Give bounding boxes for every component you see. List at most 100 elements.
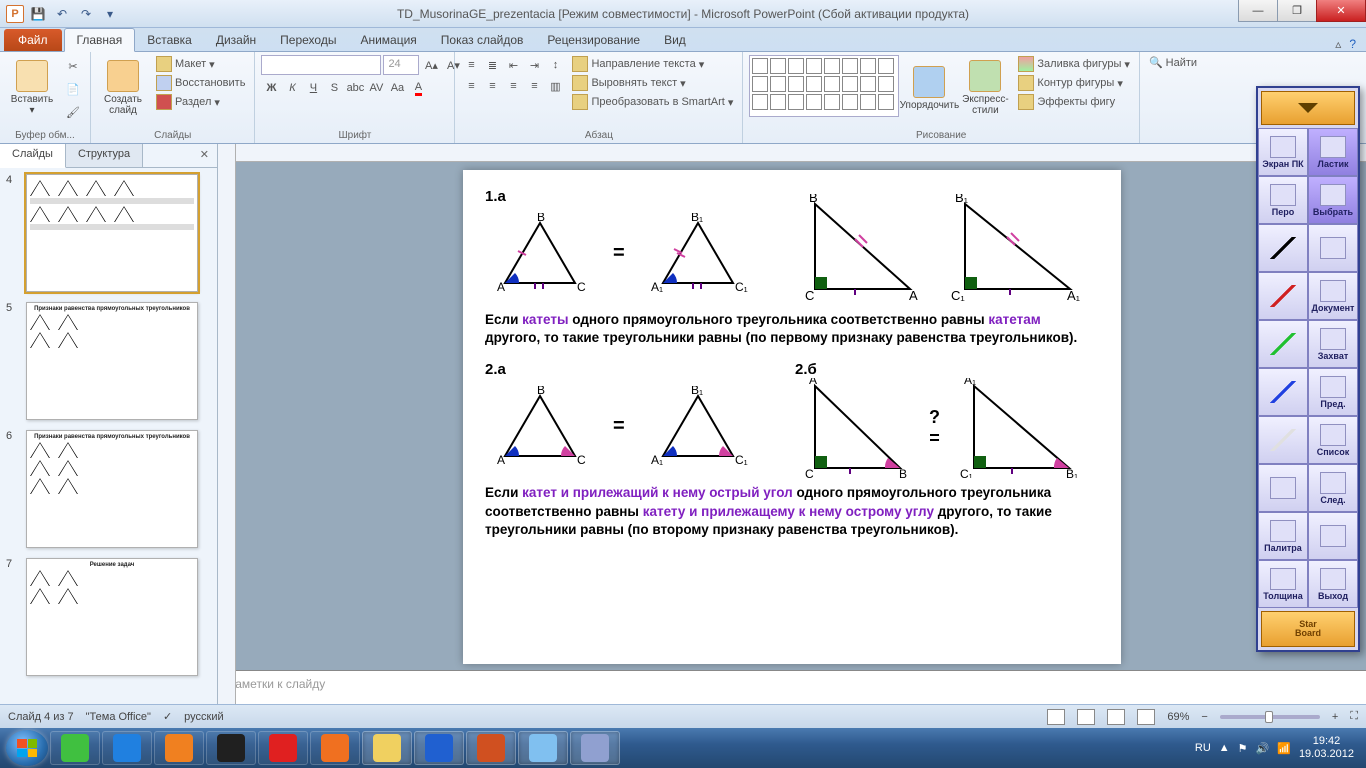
font-family-combo[interactable]	[261, 55, 381, 75]
undo-icon[interactable]: ↶	[52, 4, 72, 24]
shadow-icon[interactable]: abc	[345, 78, 365, 98]
sb-tool-5-0[interactable]	[1258, 368, 1308, 416]
side-close-icon[interactable]: ✕	[192, 144, 217, 167]
tray-volume-icon[interactable]: 🔊	[1256, 742, 1270, 755]
taskbar-app-powerpoint[interactable]	[466, 731, 516, 765]
starboard-palette[interactable]: Экран ПКЛастикПероВыбратьДокументЗахватП…	[1256, 86, 1360, 652]
new-slide-button[interactable]: Создать слайд	[97, 55, 149, 121]
start-button[interactable]	[6, 730, 48, 766]
tab-design[interactable]: Дизайн	[204, 29, 268, 51]
grow-font-icon[interactable]: A▴	[421, 55, 441, 75]
view-normal-icon[interactable]	[1047, 709, 1065, 725]
sb-tool-7-1[interactable]: След.	[1308, 464, 1358, 512]
view-sorter-icon[interactable]	[1077, 709, 1095, 725]
reset-button[interactable]: Восстановить	[153, 74, 248, 92]
italic-icon[interactable]: К	[282, 78, 302, 98]
sb-tool-8-1[interactable]	[1308, 512, 1358, 560]
zoom-in-icon[interactable]: +	[1332, 711, 1338, 723]
thumb-5[interactable]: 5 Признаки равенства прямоугольных треуг…	[6, 302, 211, 420]
tray-clock[interactable]: 19:4219.03.2012	[1299, 735, 1360, 761]
taskbar-app-explorer[interactable]	[362, 731, 412, 765]
sb-tool-7-0[interactable]	[1258, 464, 1308, 512]
sb-tool-6-0[interactable]	[1258, 416, 1308, 464]
sb-tool-9-0[interactable]: Толщина	[1258, 560, 1308, 608]
zoom-slider[interactable]	[1220, 715, 1320, 719]
sb-tool-6-1[interactable]: Список	[1308, 416, 1358, 464]
layout-button[interactable]: Макет ▾	[153, 55, 248, 73]
sb-tool-1-0[interactable]: Перо	[1258, 176, 1308, 224]
maximize-button[interactable]: ❐	[1277, 0, 1317, 22]
font-color-icon[interactable]: A	[408, 78, 428, 98]
align-left-icon[interactable]: ≡	[461, 76, 481, 96]
sb-tool-3-0[interactable]	[1258, 272, 1308, 320]
tab-review[interactable]: Рецензирование	[535, 29, 652, 51]
indent-dec-icon[interactable]: ⇤	[503, 55, 523, 75]
side-tab-outline[interactable]: Структура	[66, 144, 143, 167]
strike-icon[interactable]: S	[324, 78, 344, 98]
shapes-gallery[interactable]	[749, 55, 899, 117]
sb-tool-2-1[interactable]	[1308, 224, 1358, 272]
fit-icon[interactable]: ⛶	[1350, 710, 1358, 723]
redo-icon[interactable]: ↷	[76, 4, 96, 24]
minimize-button[interactable]: —	[1238, 0, 1278, 22]
shape-fill-button[interactable]: Заливка фигуры ▾	[1015, 55, 1133, 73]
status-lang[interactable]: русский	[184, 711, 223, 723]
thumb-7[interactable]: 7 Решение задач	[6, 558, 211, 676]
notes-pane[interactable]: Заметки к слайду	[218, 670, 1366, 704]
taskbar-app-icq[interactable]	[50, 731, 100, 765]
underline-icon[interactable]: Ч	[303, 78, 323, 98]
tray-action-icon[interactable]: ⚑	[1238, 742, 1248, 755]
tab-home[interactable]: Главная	[64, 28, 136, 52]
bullets-icon[interactable]: ≡	[461, 55, 481, 75]
tray-flag-icon[interactable]: ▲	[1219, 742, 1230, 754]
sb-logo[interactable]: Star Board	[1261, 611, 1355, 647]
numbering-icon[interactable]: ≣	[482, 55, 502, 75]
smartart-button[interactable]: Преобразовать в SmartArt ▾	[569, 93, 736, 111]
qat-more-icon[interactable]: ▾	[100, 4, 120, 24]
taskbar-app-wmp[interactable]	[154, 731, 204, 765]
close-button[interactable]: ✕	[1316, 0, 1366, 22]
tab-transitions[interactable]: Переходы	[268, 29, 348, 51]
taskbar-app-starboard[interactable]	[570, 731, 620, 765]
cut-icon[interactable]: ✂	[62, 55, 84, 77]
shape-outline-button[interactable]: Контур фигуры ▾	[1015, 74, 1133, 92]
slide-canvas[interactable]: 1.а АВС =	[463, 170, 1121, 664]
sb-tool-8-0[interactable]: Палитра	[1258, 512, 1308, 560]
text-direction-button[interactable]: Направление текста ▾	[569, 55, 736, 73]
columns-icon[interactable]: ▥	[545, 76, 565, 96]
sb-collapse-top[interactable]	[1261, 91, 1355, 125]
shape-effects-button[interactable]: Эффекты фигу	[1015, 93, 1133, 111]
view-reading-icon[interactable]	[1107, 709, 1125, 725]
tray-lang[interactable]: RU	[1195, 742, 1211, 754]
taskbar-app-paint[interactable]	[518, 731, 568, 765]
thumb-6[interactable]: 6 Признаки равенства прямоугольных треуг…	[6, 430, 211, 548]
tab-slideshow[interactable]: Показ слайдов	[429, 29, 536, 51]
sb-tool-3-1[interactable]: Документ	[1308, 272, 1358, 320]
bold-icon[interactable]: Ж	[261, 78, 281, 98]
align-text-button[interactable]: Выровнять текст ▾	[569, 74, 736, 92]
taskbar-app-app[interactable]	[206, 731, 256, 765]
spacing-icon[interactable]: AV	[366, 78, 386, 98]
thumb-4[interactable]: 4	[6, 174, 211, 292]
align-right-icon[interactable]: ≡	[503, 76, 523, 96]
zoom-out-icon[interactable]: −	[1201, 711, 1207, 723]
arrange-button[interactable]: Упорядочить	[903, 55, 955, 121]
tab-view[interactable]: Вид	[652, 29, 698, 51]
taskbar-app-opera[interactable]	[258, 731, 308, 765]
spell-icon[interactable]: ✓	[163, 710, 172, 723]
format-painter-icon[interactable]: 🖌	[62, 101, 84, 123]
sb-tool-4-0[interactable]	[1258, 320, 1308, 368]
sb-tool-4-1[interactable]: Захват	[1308, 320, 1358, 368]
indent-inc-icon[interactable]: ⇥	[524, 55, 544, 75]
section-button[interactable]: Раздел ▾	[153, 93, 248, 111]
case-icon[interactable]: Aa	[387, 78, 407, 98]
tab-animation[interactable]: Анимация	[348, 29, 428, 51]
sb-tool-5-1[interactable]: Пред.	[1308, 368, 1358, 416]
align-center-icon[interactable]: ≡	[482, 76, 502, 96]
side-tab-slides[interactable]: Слайды	[0, 144, 66, 168]
line-spacing-icon[interactable]: ↕	[545, 55, 565, 75]
copy-icon[interactable]: 📄	[62, 78, 84, 100]
paste-button[interactable]: Вставить▾	[6, 55, 58, 121]
sb-tool-2-0[interactable]	[1258, 224, 1308, 272]
help-icon[interactable]: ?	[1349, 37, 1356, 51]
